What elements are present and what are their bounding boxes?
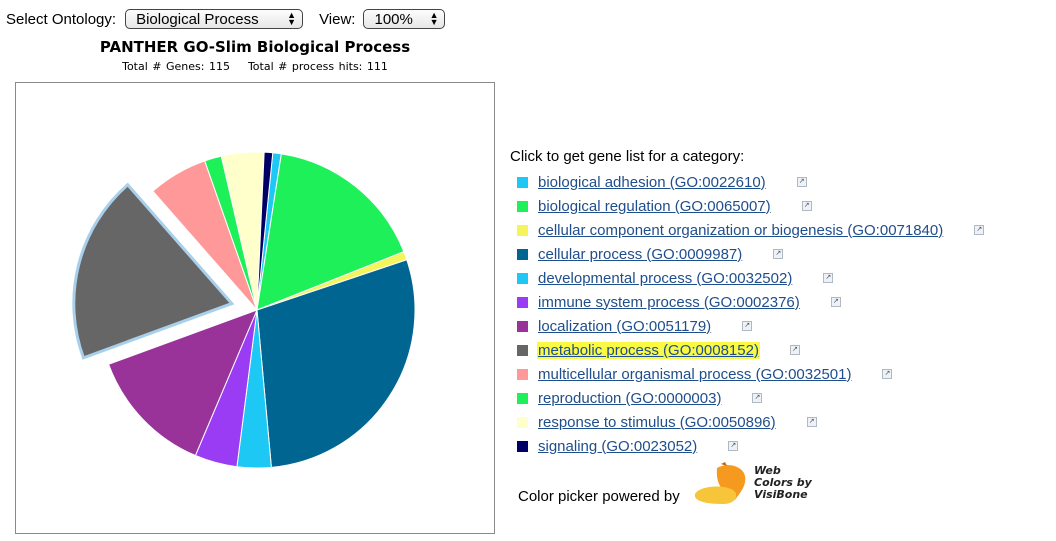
external-link-icon[interactable]: ↗ bbox=[752, 393, 763, 403]
legend-link[interactable]: cellular component organization or bioge… bbox=[538, 221, 944, 239]
legend-item: biological regulation (GO:0065007) ↗ bbox=[517, 194, 984, 218]
legend-swatch bbox=[517, 296, 528, 308]
legend-item: developmental process (GO:0032502) ↗ bbox=[517, 266, 984, 290]
pie-slice[interactable] bbox=[256, 151, 274, 311]
legend-swatch bbox=[517, 320, 528, 332]
legend-link[interactable]: biological regulation (GO:0065007) bbox=[538, 197, 771, 215]
chart-subtitle: Total # Genes: 115 Total # process hits:… bbox=[122, 60, 388, 73]
pie-slice[interactable] bbox=[256, 259, 416, 468]
view-label: View: bbox=[319, 10, 356, 28]
legend-item: metabolic process (GO:0008152) ↗ bbox=[517, 338, 984, 362]
external-link-icon[interactable]: ↗ bbox=[728, 441, 739, 451]
external-link-icon[interactable]: ↗ bbox=[882, 369, 893, 379]
select-arrows-icon: ▲ ▼ bbox=[429, 10, 439, 27]
select-arrows-icon: ▲ ▼ bbox=[287, 10, 297, 27]
legend-link[interactable]: multicellular organismal process (GO:003… bbox=[538, 365, 852, 383]
legend-item: biological adhesion (GO:0022610) ↗ bbox=[517, 170, 984, 194]
external-link-icon[interactable]: ↗ bbox=[773, 249, 784, 259]
legend-link[interactable]: immune system process (GO:0002376) bbox=[538, 293, 800, 311]
legend-link[interactable]: developmental process (GO:0032502) bbox=[538, 269, 793, 287]
toolbar: Select Ontology: Biological Process ▲ ▼ V… bbox=[6, 9, 446, 29]
ontology-select-value: Biological Process bbox=[136, 10, 259, 28]
pie-slice[interactable] bbox=[256, 153, 405, 311]
legend-link[interactable]: cellular process (GO:0009987) bbox=[538, 245, 743, 263]
external-link-icon[interactable]: ↗ bbox=[974, 225, 985, 235]
external-link-icon[interactable]: ↗ bbox=[823, 273, 834, 283]
legend-swatch bbox=[517, 200, 528, 212]
external-link-icon[interactable]: ↗ bbox=[801, 201, 812, 211]
legend-swatch bbox=[517, 248, 528, 260]
legend-swatch bbox=[517, 368, 528, 380]
legend-swatch bbox=[517, 416, 528, 428]
external-link-icon[interactable]: ↗ bbox=[830, 297, 841, 307]
legend-swatch bbox=[517, 224, 528, 236]
pie-slice[interactable] bbox=[107, 309, 258, 457]
pie-slice[interactable] bbox=[72, 182, 235, 360]
legend-item: response to stimulus (GO:0050896) ↗ bbox=[517, 410, 984, 434]
chart-title: PANTHER GO-Slim Biological Process bbox=[99, 38, 411, 56]
view-select-value: 100% bbox=[374, 10, 413, 28]
visibone-logo-text: Web Colors by VisiBone bbox=[754, 465, 812, 501]
legend-link[interactable]: signaling (GO:0023052) bbox=[538, 437, 698, 455]
logo-line: VisiBone bbox=[754, 488, 808, 501]
view-select[interactable]: 100% ▲ ▼ bbox=[363, 9, 446, 29]
ontology-label: Select Ontology: bbox=[6, 10, 117, 28]
legend-link[interactable]: metabolic process (GO:0008152) bbox=[537, 341, 760, 359]
legend-item: multicellular organismal process (GO:003… bbox=[517, 362, 984, 386]
pie-chart-frame bbox=[15, 82, 495, 534]
legend-item: localization (GO:0051179) ↗ bbox=[517, 314, 984, 338]
logo-line: Web bbox=[754, 464, 781, 477]
legend-heading: Click to get gene list for a category: bbox=[510, 148, 745, 165]
legend-swatch bbox=[517, 392, 528, 404]
legend-link[interactable]: localization (GO:0051179) bbox=[538, 317, 712, 335]
legend-link[interactable]: response to stimulus (GO:0050896) bbox=[538, 413, 776, 431]
external-link-icon[interactable]: ↗ bbox=[806, 417, 817, 427]
legend-swatch bbox=[517, 272, 528, 284]
ontology-select[interactable]: Biological Process ▲ ▼ bbox=[125, 9, 304, 29]
logo-line: Colors by bbox=[754, 476, 812, 489]
legend-swatch bbox=[517, 176, 528, 188]
visibone-logo-icon[interactable] bbox=[693, 460, 753, 508]
legend-swatch bbox=[517, 344, 528, 356]
legend-item: cellular component organization or bioge… bbox=[517, 218, 985, 242]
external-link-icon[interactable]: ↗ bbox=[796, 177, 807, 187]
legend-swatch bbox=[517, 440, 528, 452]
legend-item: signaling (GO:0023052) ↗ bbox=[517, 434, 984, 458]
legend: biological adhesion (GO:0022610) ↗ biologi… bbox=[517, 170, 985, 458]
legend-link[interactable]: reproduction (GO:0000003) bbox=[538, 389, 722, 407]
legend-item: cellular process (GO:0009987) ↗ bbox=[517, 242, 984, 266]
powered-by-text: Color picker powered by bbox=[518, 488, 680, 505]
legend-link[interactable]: biological adhesion (GO:0022610) bbox=[538, 173, 766, 191]
pie-chart bbox=[72, 151, 416, 469]
external-link-icon[interactable]: ↗ bbox=[742, 321, 753, 331]
external-link-icon[interactable]: ↗ bbox=[789, 345, 800, 355]
legend-item: reproduction (GO:0000003) ↗ bbox=[517, 386, 984, 410]
legend-item: immune system process (GO:0002376) ↗ bbox=[517, 290, 984, 314]
